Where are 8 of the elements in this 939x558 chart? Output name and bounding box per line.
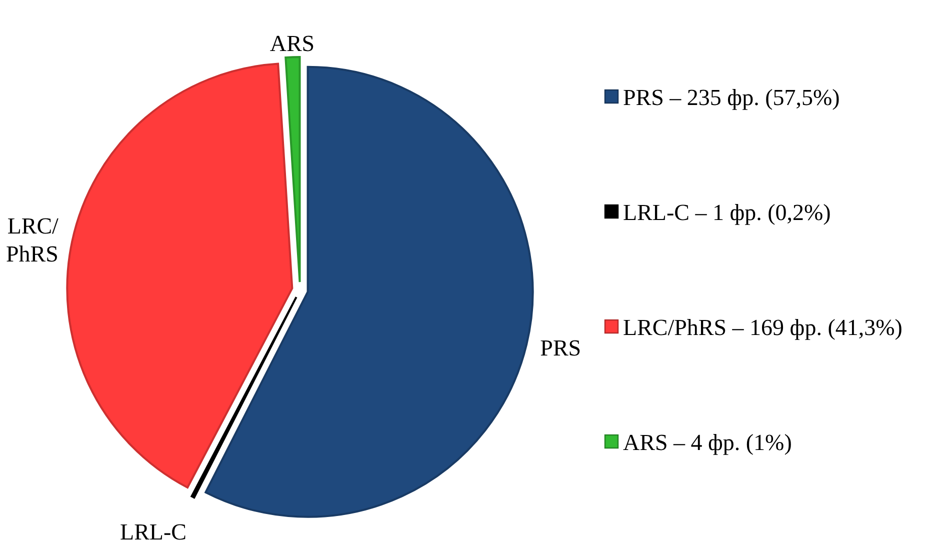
text: ARS xyxy=(270,31,315,56)
legend-label: ARS – 4 фр. (1%) xyxy=(623,430,792,455)
text: PRS xyxy=(540,336,582,361)
text: LRC/PhRS xyxy=(6,213,60,266)
legend-label: LRC/PhRS – 169 фр. (41,3%) xyxy=(623,315,902,340)
legend-label: PRS – 235 фр. (57,5%) xyxy=(623,85,840,110)
text: LRL-C xyxy=(120,519,186,544)
legend-label: LRL-C – 1 фр. (0,2%) xyxy=(623,200,831,225)
